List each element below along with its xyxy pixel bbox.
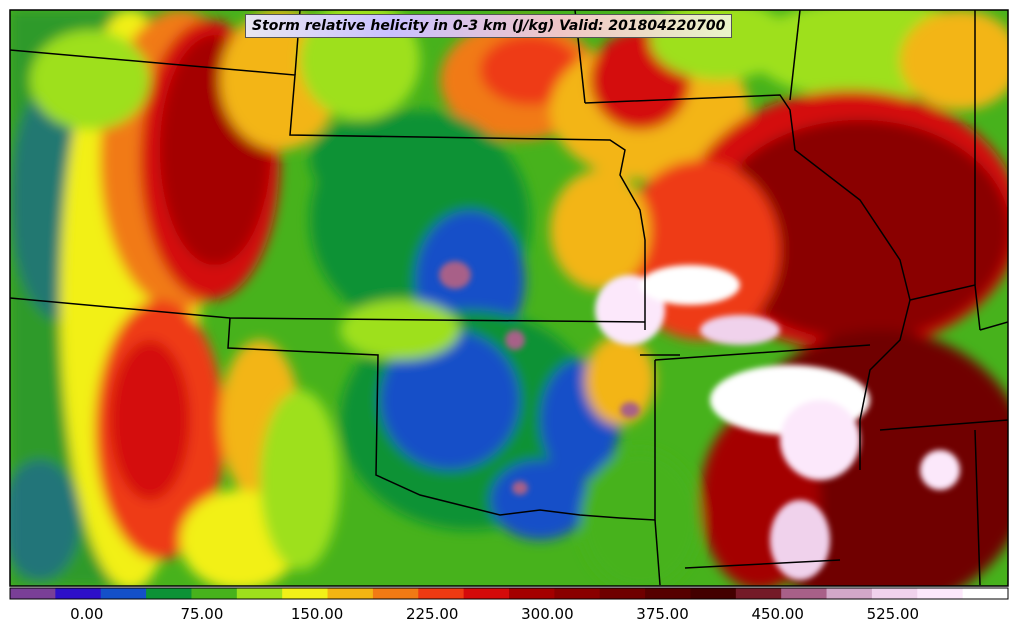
colorbar-swatch	[781, 588, 828, 599]
colorbar-tick-label: 150.00	[291, 605, 344, 623]
srh-color-field	[10, 10, 1008, 586]
colorbar-swatch	[327, 588, 374, 599]
colorbar-swatch	[146, 588, 192, 599]
colorbar-swatch	[236, 588, 283, 599]
colorbar-swatch	[645, 588, 691, 599]
colorbar-swatch	[735, 588, 782, 599]
colorbar: 0.00 75.00 150.00 225.00 300.00 375.00 450.00 5…	[9, 587, 1009, 623]
colorbar-swatch	[55, 588, 102, 599]
colorbar-frame	[9, 587, 1009, 600]
map-frame	[9, 9, 1009, 587]
colorbar-tick-label: 225.00	[406, 605, 459, 623]
colorbar-swatch	[871, 588, 918, 599]
colorbar-swatch	[418, 588, 465, 599]
colorbar-tick-label: 450.00	[751, 605, 804, 623]
colorbar-swatch	[599, 588, 646, 599]
colorbar-swatch	[509, 588, 555, 599]
colorbar-swatch	[962, 588, 1009, 599]
colorbar-tick-label: 525.00	[867, 605, 920, 623]
colorbar-tick-label: 300.00	[521, 605, 574, 623]
colorbar-swatch	[372, 588, 419, 599]
colorbar-tick-label: 75.00	[180, 605, 223, 623]
colorbar-swatch	[826, 588, 873, 599]
map-title: Storm relative helicity in 0-3 km (J/kg)…	[245, 14, 733, 38]
colorbar-swatch	[554, 588, 601, 599]
state-border-lines	[10, 10, 1008, 586]
colorbar-swatch	[191, 588, 238, 599]
colorbar-tick-label: 0.00	[70, 605, 103, 623]
colorbar-tick-label: 375.00	[636, 605, 689, 623]
colorbar-swatch	[690, 588, 737, 599]
colorbar-swatch	[463, 588, 510, 599]
colorbar-swatch	[917, 588, 964, 599]
colorbar-swatch	[100, 588, 147, 599]
colorbar-swatch	[282, 588, 329, 599]
colorbar-swatch	[10, 588, 56, 599]
